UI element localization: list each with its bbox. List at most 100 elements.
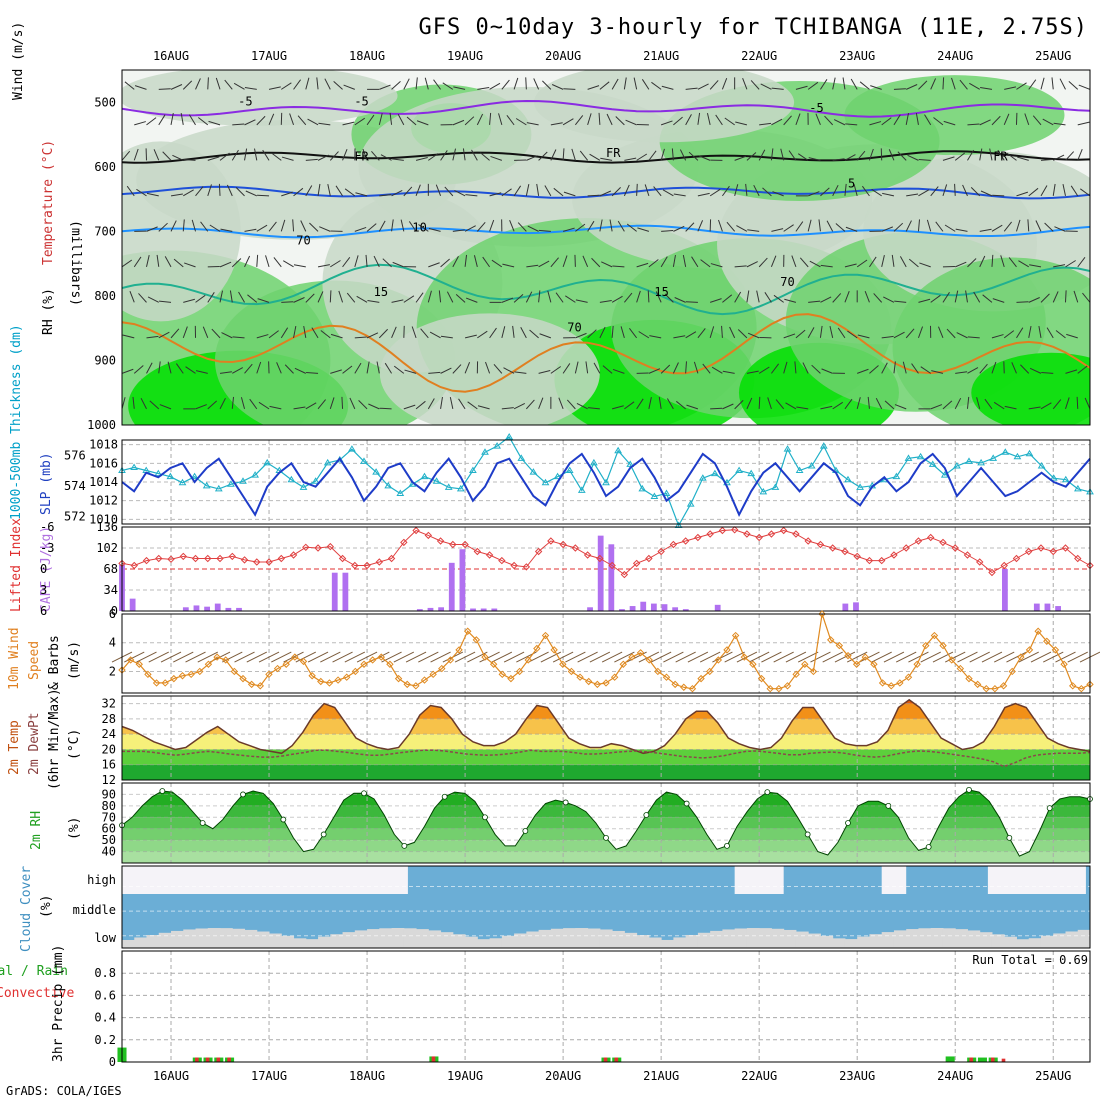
wind-barb bbox=[122, 150, 131, 161]
wind-barb bbox=[162, 151, 172, 161]
wind-barb bbox=[795, 329, 806, 339]
surface-wind-barb bbox=[871, 651, 892, 663]
wind-barb bbox=[221, 332, 233, 339]
temp-ytick: 20 bbox=[102, 742, 116, 756]
li-marker bbox=[375, 558, 384, 566]
precip-total-bar bbox=[977, 1057, 987, 1062]
ylabel-barbs: & Barbs bbox=[47, 635, 62, 690]
low-cloud-step bbox=[354, 930, 368, 948]
wind-speed-marker bbox=[999, 682, 1008, 690]
surface-wind-barb bbox=[687, 651, 709, 663]
wind-barb bbox=[942, 400, 953, 410]
li-marker bbox=[510, 561, 518, 570]
thickness-marker bbox=[372, 468, 380, 475]
low-cloud-step bbox=[158, 932, 172, 948]
wind-barb bbox=[283, 260, 294, 268]
wind-speed-marker bbox=[766, 684, 774, 693]
ylabel-rh: RH (%) bbox=[41, 288, 56, 335]
wind-barb bbox=[273, 257, 282, 268]
wind-barb bbox=[132, 396, 135, 409]
wind-barb bbox=[428, 227, 441, 232]
wind-barb bbox=[428, 153, 439, 161]
cloud-frame bbox=[121, 865, 1091, 949]
wind-barb bbox=[697, 112, 701, 125]
wind-speed-marker bbox=[481, 653, 489, 661]
wind-barb bbox=[452, 256, 459, 268]
wind-speed-marker bbox=[351, 667, 360, 676]
wind-barb bbox=[771, 118, 783, 126]
wind-speed-marker bbox=[965, 674, 973, 683]
wind-barb bbox=[933, 117, 944, 126]
wind-barb bbox=[403, 78, 410, 90]
wind-barb bbox=[244, 119, 256, 126]
li-marker bbox=[240, 556, 249, 564]
wind-barb bbox=[526, 155, 538, 161]
wind-barb bbox=[1046, 327, 1054, 339]
cloud-level-label: low bbox=[94, 931, 116, 945]
wind-barb bbox=[335, 185, 343, 197]
wind-barb bbox=[563, 88, 576, 90]
wind-barb bbox=[378, 220, 386, 232]
wind-barb bbox=[515, 118, 527, 126]
surface-wind-barb bbox=[969, 651, 990, 663]
wind-barb bbox=[673, 335, 686, 339]
wind-barb bbox=[471, 149, 478, 161]
cloud-level-labels: high middle low bbox=[73, 873, 117, 945]
wind-barb bbox=[905, 328, 915, 339]
wind-barb bbox=[955, 261, 967, 268]
rh-marker bbox=[522, 828, 529, 834]
wind-barb bbox=[173, 258, 184, 268]
surface-wind-barb bbox=[908, 651, 929, 663]
wind-barb bbox=[599, 81, 610, 90]
wind-barb bbox=[685, 222, 695, 232]
wind-barb bbox=[833, 119, 846, 126]
low-cloud-step bbox=[648, 937, 662, 948]
wind-frame bbox=[121, 613, 1091, 694]
thickness-marker bbox=[178, 478, 187, 486]
wind-barb bbox=[954, 183, 956, 196]
thickness-marker bbox=[287, 475, 296, 483]
temperature-contour bbox=[122, 263, 1090, 316]
li-marker bbox=[387, 554, 396, 563]
cloud-level-label: high bbox=[87, 873, 116, 887]
wind-barb bbox=[258, 401, 270, 410]
upper-yticks: 500 600 700 800 900 1000 bbox=[87, 95, 116, 432]
wind-barb bbox=[502, 263, 515, 268]
wind-barb bbox=[873, 293, 883, 303]
wind-barb bbox=[783, 361, 788, 374]
low-cloud-step bbox=[207, 928, 221, 948]
wind-barb bbox=[330, 369, 342, 374]
wind-barb bbox=[403, 186, 413, 197]
rh-fill-band bbox=[122, 817, 1090, 829]
wind-barb bbox=[158, 331, 170, 339]
surface-wind-barb bbox=[307, 651, 329, 663]
wind-barb bbox=[942, 77, 945, 90]
ylabel-wind-units: (m/s) bbox=[67, 641, 82, 680]
surface-wind-barb bbox=[430, 651, 451, 663]
wind-barb bbox=[967, 149, 975, 161]
precip-yticks: 0.8 0.6 0.4 0.2 0 bbox=[94, 966, 116, 1069]
wind-barb bbox=[1028, 406, 1041, 410]
wind-barb bbox=[501, 326, 506, 338]
surface-wind-barb bbox=[1030, 651, 1052, 663]
wind-speed-marker bbox=[887, 682, 895, 690]
contour-label: 70 bbox=[780, 275, 794, 289]
thickness-marker bbox=[1061, 475, 1070, 483]
low-cloud-step bbox=[869, 934, 883, 948]
thickness-marker bbox=[928, 460, 937, 467]
wind-barb bbox=[247, 294, 258, 303]
wind-barb bbox=[979, 228, 992, 232]
wind-barb bbox=[982, 294, 993, 303]
wind-barb bbox=[859, 81, 870, 90]
wind-barb bbox=[685, 331, 697, 339]
thickness-marker bbox=[360, 457, 368, 464]
wind-barb bbox=[158, 88, 171, 90]
wind-barb bbox=[562, 227, 575, 232]
wind-barb bbox=[760, 83, 772, 90]
top-date-label: 22AUG bbox=[741, 49, 777, 63]
thickness-marker bbox=[505, 432, 514, 440]
surface-wind-barb bbox=[577, 651, 598, 663]
wind-barb bbox=[587, 329, 597, 339]
thickness-marker bbox=[977, 458, 985, 466]
thickness-marker bbox=[348, 445, 356, 452]
